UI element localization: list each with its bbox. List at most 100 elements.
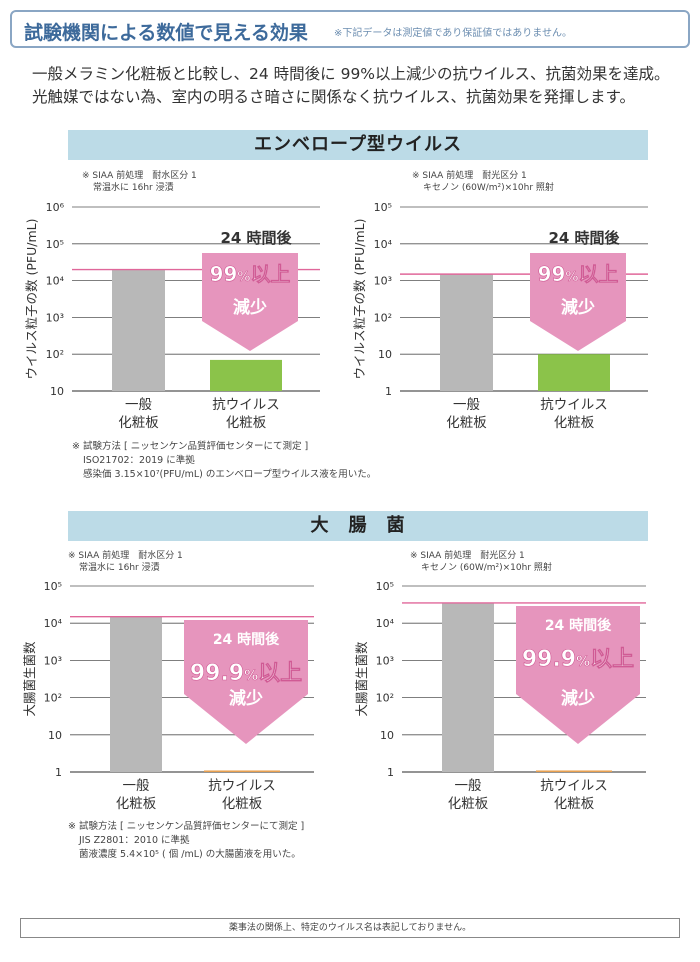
down-arrow (530, 253, 626, 351)
method-line: JIS Z2801：2010 に準拠 (79, 835, 190, 846)
bar (110, 616, 162, 772)
category-label: 化粧板 (448, 796, 489, 812)
method-line: ISO21702：2019 に準拠 (83, 455, 195, 466)
time-label: 24 時間後 (220, 229, 292, 247)
condition-virus-right: ※ SIAA 前処理 耐光区分 1 キセノン (60W/m²)×10hr 照射 (412, 170, 554, 194)
percent-label: 99.9%以上 (190, 661, 302, 686)
y-tick-label: 10 (378, 348, 392, 361)
y-tick-label: 10⁵ (44, 580, 62, 593)
time-label: 24 時間後 (548, 229, 620, 247)
category-label: 一般 (123, 778, 150, 794)
y-tick-label: 10³ (44, 654, 62, 667)
bar (536, 770, 612, 772)
category-label: 化粧板 (116, 796, 157, 812)
intro-line-1: 一般メラミン化粧板と比較し、24 時間後に 99%以上減少の抗ウイルス、抗菌効果… (32, 65, 670, 83)
method-ecoli: ※ 試験方法 [ ニッセンケン品質評価センターにて測定 ] JIS Z2801：… (68, 820, 304, 862)
percent-label: 99%以上 (538, 262, 619, 286)
y-tick-label: 10⁵ (376, 580, 394, 593)
y-tick-label: 10⁶ (46, 201, 65, 214)
page-title: 試験機関による数値で見える効果 (24, 22, 308, 44)
condition-line: 常温水に 16hr 浸漬 (79, 563, 160, 573)
method-line: 菌液濃度 5.4×10⁵ ( 個 /mL) の大腸菌液を用いた。 (79, 849, 301, 860)
section-title-ecoli: 大 腸 菌 (68, 511, 648, 541)
decrease-label: 減少 (561, 297, 595, 318)
category-label: 化粧板 (222, 796, 263, 812)
y-tick-label: 10² (376, 692, 394, 705)
decrease-label: 減少 (233, 297, 267, 318)
bar (112, 269, 165, 391)
y-tick-label: 10² (46, 348, 64, 361)
category-label: 抗ウイルス (208, 778, 276, 794)
y-tick-label: 10⁴ (374, 238, 393, 251)
bar (210, 359, 282, 391)
decrease-label: 減少 (561, 688, 595, 709)
y-tick-label: 10 (380, 729, 394, 742)
y-tick-label: 10³ (46, 311, 64, 324)
method-virus: ※ 試験方法 [ ニッセンケン品質評価センターにて測定 ] ISO21702：2… (72, 440, 376, 482)
condition-virus-left: ※ SIAA 前処理 耐水区分 1 常温水に 16hr 浸漬 (82, 170, 197, 194)
method-line: ※ 試験方法 [ ニッセンケン品質評価センターにて測定 ] (68, 821, 305, 832)
y-tick-label: 10² (374, 311, 392, 324)
y-tick-label: 10³ (376, 654, 394, 667)
y-tick-label: 10 (50, 385, 64, 398)
intro-text: 一般メラミン化粧板と比較し、24 時間後に 99%以上減少の抗ウイルス、抗菌効果… (32, 63, 682, 109)
condition-line: ※ SIAA 前処理 耐水区分 1 (82, 171, 197, 181)
bar (204, 770, 280, 772)
category-label: 化粧板 (226, 415, 267, 431)
header-note: ※下記データは測定値であり保証値ではありません。 (334, 28, 572, 39)
footer-note: 薬事法の関係上、特定のウイルス名は表記しておりません。 (20, 918, 680, 938)
category-label: 化粧板 (554, 796, 595, 812)
y-tick-label: 10⁵ (46, 238, 64, 251)
down-arrow (184, 620, 308, 744)
time-label: 24 時間後 (213, 631, 280, 648)
bar (440, 274, 493, 391)
method-line: ※ 試験方法 [ ニッセンケン品質評価センターにて測定 ] (72, 441, 309, 452)
category-label: 抗ウイルス (540, 778, 608, 794)
bar (538, 354, 610, 391)
y-tick-label: 10⁴ (44, 617, 63, 630)
y-tick-label: 1 (387, 766, 394, 779)
y-tick-label: 1 (385, 385, 392, 398)
condition-line: ※ SIAA 前処理 耐光区分 1 (412, 171, 527, 181)
category-label: 一般 (453, 397, 480, 413)
y-tick-label: 10³ (374, 275, 392, 288)
condition-line: ※ SIAA 前処理 耐水区分 1 (68, 551, 183, 561)
category-label: 抗ウイルス (212, 397, 280, 413)
decrease-label: 減少 (229, 688, 263, 709)
condition-ecoli-left: ※ SIAA 前処理 耐水区分 1 常温水に 16hr 浸漬 (68, 550, 183, 574)
y-tick-label: 10⁴ (376, 617, 395, 630)
method-line: 感染価 3.15×10⁷(PFU/mL) のエンベロープ型ウイルス液を用いた。 (83, 469, 377, 480)
y-axis-label: 大腸菌生菌数 (354, 641, 369, 717)
intro-line-2: 光触媒ではない為、室内の明るさ暗さに関係なく抗ウイルス、抗菌効果を発揮します。 (32, 88, 635, 106)
condition-line: ※ SIAA 前処理 耐光区分 1 (410, 551, 525, 561)
condition-line: キセノン (60W/m²)×10hr 照射 (421, 563, 552, 573)
y-tick-label: 10⁵ (374, 201, 392, 214)
y-axis-label: ウイルス粒子の数 (PFU/mL) (24, 219, 39, 380)
y-axis-label: 大腸菌生菌数 (22, 641, 37, 717)
condition-line: キセノン (60W/m²)×10hr 照射 (423, 183, 554, 193)
section-title-virus: エンベロープ型ウイルス (68, 130, 648, 160)
category-label: 一般 (455, 778, 482, 794)
condition-ecoli-right: ※ SIAA 前処理 耐光区分 1 キセノン (60W/m²)×10hr 照射 (410, 550, 552, 574)
category-label: 化粧板 (554, 415, 595, 431)
y-axis-label: ウイルス粒子の数 (PFU/mL) (352, 219, 367, 380)
category-label: 化粧板 (446, 415, 487, 431)
y-tick-label: 10⁴ (46, 275, 65, 288)
y-tick-label: 10 (48, 729, 62, 742)
down-arrow (516, 606, 640, 744)
down-arrow (202, 253, 298, 351)
header-box: 試験機関による数値で見える効果 ※下記データは測定値であり保証値ではありません。 (10, 10, 690, 48)
category-label: 化粧板 (118, 415, 159, 431)
y-tick-label: 10² (44, 692, 62, 705)
percent-label: 99.9%以上 (522, 647, 634, 672)
category-label: 抗ウイルス (540, 397, 608, 413)
percent-label: 99%以上 (210, 262, 291, 286)
y-tick-label: 1 (55, 766, 62, 779)
condition-line: 常温水に 16hr 浸漬 (93, 183, 174, 193)
bar (442, 602, 494, 772)
time-label: 24 時間後 (545, 617, 612, 634)
